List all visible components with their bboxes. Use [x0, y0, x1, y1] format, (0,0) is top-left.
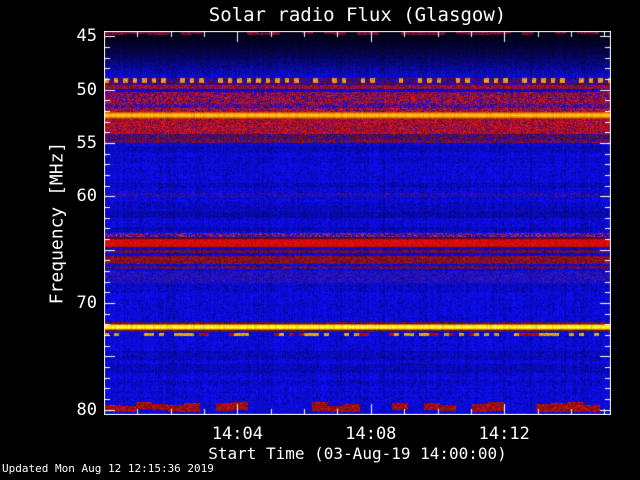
chart-title: Solar radio Flux (Glasgow): [208, 4, 507, 26]
y-tick-label: 60: [76, 186, 97, 207]
x-tick-label: 14:04: [211, 424, 263, 444]
x-tick-label: 14:12: [478, 424, 530, 444]
y-axis-label: Frequency [MHz]: [46, 141, 68, 305]
y-tick-label: 55: [76, 133, 97, 153]
y-tick-label: 50: [76, 79, 97, 100]
y-tick-label: 70: [76, 293, 97, 313]
x-axis-label: Start Time (03-Aug-19 14:00:00): [208, 444, 507, 463]
updated-timestamp: Updated Mon Aug 12 12:15:36 2019: [2, 462, 214, 475]
y-tick-label: 80: [76, 399, 97, 420]
y-tick-label: 45: [76, 26, 97, 47]
spectrogram-canvas: [104, 31, 611, 415]
x-tick-label: 14:08: [345, 424, 397, 444]
